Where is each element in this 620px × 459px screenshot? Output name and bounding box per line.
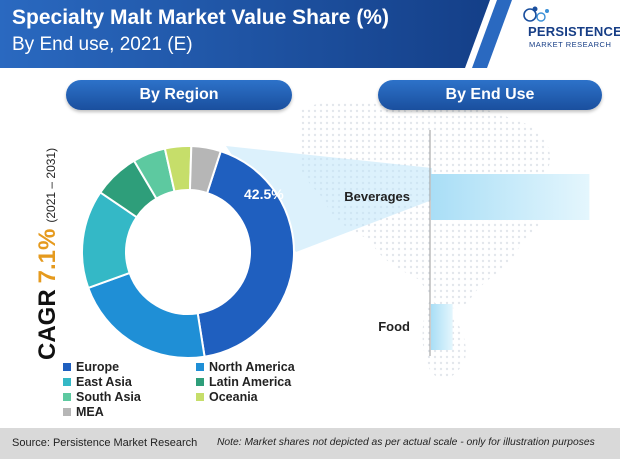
legend-item-south-asia: South Asia <box>63 390 141 404</box>
legend-item-latin-america: Latin America <box>196 375 291 389</box>
legend-swatch-mea <box>63 408 71 416</box>
region-panel-header: By Region <box>66 80 292 110</box>
chart-title: Specialty Malt Market Value Share (%) <box>12 6 389 29</box>
world-map-icon <box>299 100 551 309</box>
persistence-logo-icon <box>523 6 549 22</box>
legend-item-europe: Europe <box>63 360 119 374</box>
legend-item-north-america: North America <box>196 360 295 374</box>
chart-subtitle: By End use, 2021 (E) <box>12 34 193 55</box>
legend-item-east-asia: East Asia <box>63 375 132 389</box>
legend-item-oceania: Oceania <box>196 390 258 404</box>
legend-swatch-europe <box>63 363 71 371</box>
legend-swatch-oceania <box>196 393 204 401</box>
logo-wordmark: PERSISTENCE <box>528 24 620 39</box>
source-text: Source: Persistence Market Research <box>12 437 198 449</box>
bar-label-food: Food <box>378 319 410 334</box>
header-band <box>0 0 512 68</box>
legend-label-north-america: North America <box>209 360 295 374</box>
callout-connector <box>226 146 432 252</box>
footer: Source: Persistence Market Research Note… <box>0 428 620 459</box>
slice-label-europe: 42.5% <box>244 186 284 202</box>
legend-label-oceania: Oceania <box>209 390 258 404</box>
legend-label-europe: Europe <box>76 360 120 374</box>
bar-beverages <box>431 174 590 220</box>
legend-swatch-east-asia <box>63 378 71 386</box>
note-text: Note: Market shares not depicted as per … <box>217 437 595 448</box>
legend-item-mea: MEA <box>63 405 104 419</box>
slice-mea <box>188 145 223 195</box>
legend-label-mea: MEA <box>76 405 104 419</box>
legend-label-latin-america: Latin America <box>209 375 292 389</box>
legend-swatch-north-america <box>196 363 204 371</box>
bar-food <box>431 304 453 350</box>
slice-europe <box>196 149 295 358</box>
logo-tagline: MARKET RESEARCH <box>529 40 612 49</box>
legend-label-south-asia: South Asia <box>76 390 141 404</box>
bar-label-beverages: Beverages <box>344 189 410 204</box>
legend-swatch-south-asia <box>63 393 71 401</box>
legend-swatch-latin-america <box>196 378 204 386</box>
legend-label-east-asia: East Asia <box>76 375 132 389</box>
enduse-panel-header: By End Use <box>378 80 602 110</box>
